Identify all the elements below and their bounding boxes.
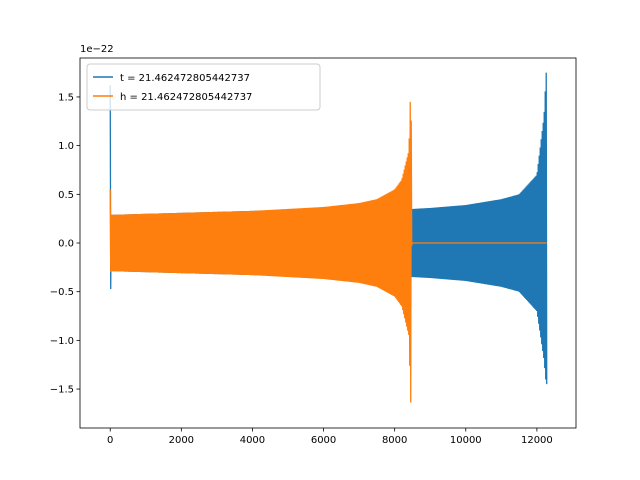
- x-tick-label: 6000: [311, 435, 336, 446]
- x-tick-label: 10000: [450, 435, 482, 446]
- y-tick-label: 1.0: [58, 141, 74, 152]
- legend: t = 21.462472805442737 h = 21.46247280544…: [86, 63, 321, 111]
- x-tick-label: 2000: [169, 435, 194, 446]
- y-tick-label: 0.5: [58, 190, 74, 201]
- legend-box: [86, 63, 321, 111]
- x-tick-label: 4000: [240, 435, 265, 446]
- plot-area: [109, 72, 548, 403]
- y-tick-label: −1.5: [50, 385, 74, 396]
- x-tick-label: 0: [107, 435, 113, 446]
- axes: 0 2000 4000 6000 8000 10000 12000 −1.5 −1.0 −0.5 0…: [50, 57, 577, 446]
- x-tick-label: 8000: [382, 435, 407, 446]
- series-line-1: [109, 101, 547, 403]
- legend-entry-label: h = 21.462472805442737: [120, 92, 252, 103]
- y-tick-label: 0.0: [58, 239, 74, 250]
- legend-entry-label: t = 21.462472805442737: [120, 73, 250, 84]
- y-tick-label: −1.0: [50, 336, 74, 347]
- x-tick-label: 12000: [521, 435, 553, 446]
- y-axis-scale-label: 1e−22: [80, 44, 114, 55]
- y-tick-label: −0.5: [50, 287, 74, 298]
- y-tick-label: 1.5: [58, 92, 74, 103]
